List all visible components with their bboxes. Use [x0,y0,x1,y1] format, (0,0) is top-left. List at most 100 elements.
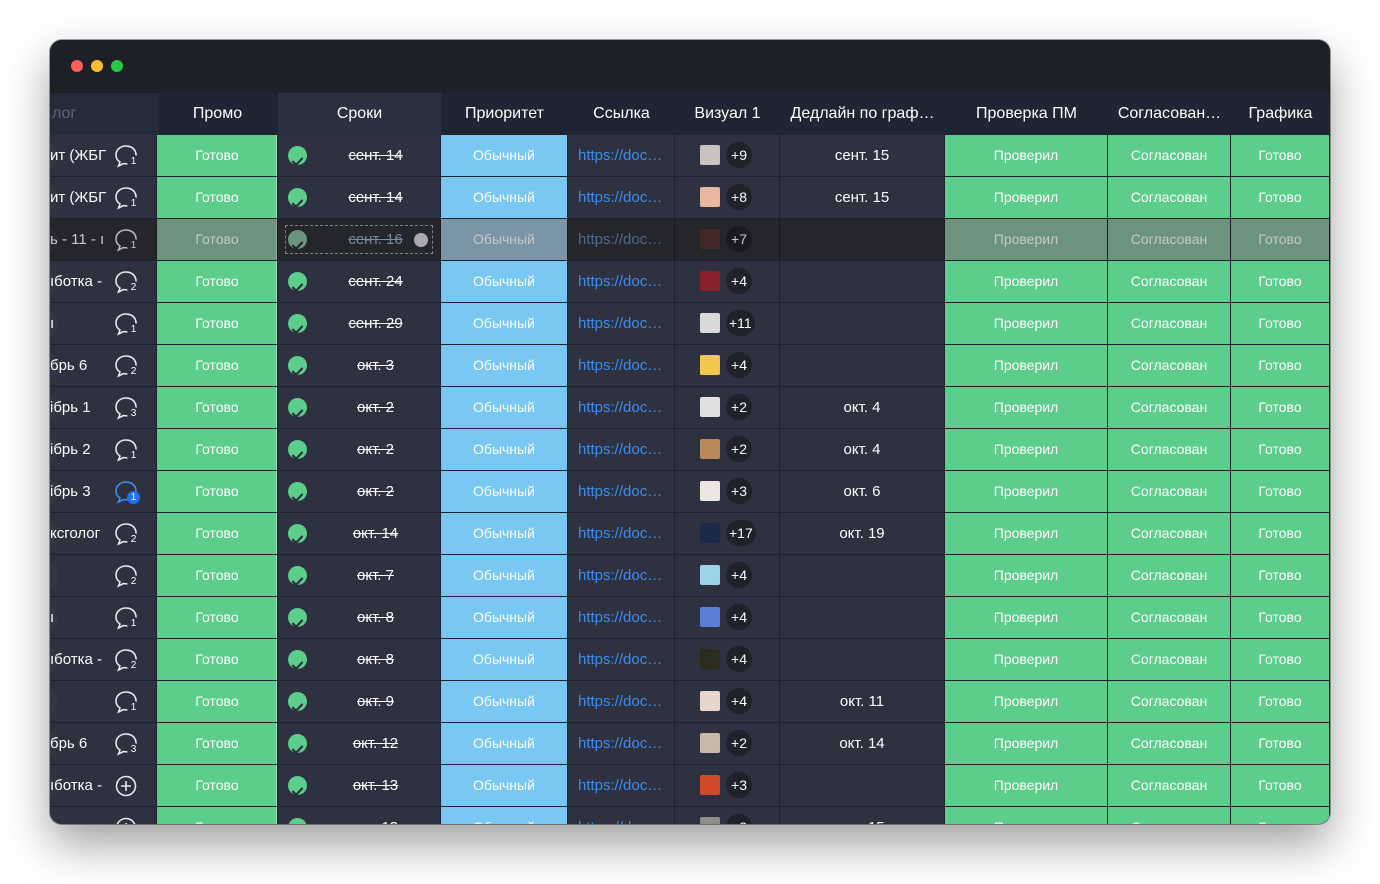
updates-button[interactable] [113,773,139,799]
table-row[interactable]: ібрь 2 1 Готово окт. 2 Обычный https://d… [50,429,1330,471]
priority-cell[interactable]: Обычный [441,177,568,218]
deadline-cell[interactable]: окт. 4 [780,387,945,428]
graphics-cell[interactable]: Готово [1231,135,1330,176]
column-header-deadline[interactable]: Дедлайн по граф… [790,105,935,122]
updates-button[interactable]: 1 [113,143,140,169]
link-cell[interactable]: https://doc… [568,765,675,806]
file-thumbnail[interactable] [700,691,720,711]
visual-cell[interactable]: +4 [675,681,780,722]
deadline-cell[interactable] [780,597,945,638]
graphics-cell[interactable]: Готово [1231,219,1330,260]
link-cell[interactable]: https://doc… [568,639,675,680]
graphics-cell[interactable]: Готово [1231,765,1330,806]
promo-status-cell[interactable]: Готово [157,471,278,512]
deadline-cell[interactable]: окт. 4 [780,429,945,470]
pm-check-cell[interactable]: Проверил [945,261,1108,302]
minimize-window-button[interactable] [91,60,103,72]
more-files-badge[interactable]: +2 [726,730,752,756]
deadline-cell[interactable]: сент. 15 [780,177,945,218]
link-cell[interactable]: https://doc… [568,807,675,824]
file-thumbnail[interactable] [700,817,720,824]
priority-cell[interactable]: Обычный [441,807,568,824]
table-row[interactable]: ıботка - Готово окт. 13 Обычный https://… [50,765,1330,807]
priority-cell[interactable]: Обычный [441,135,568,176]
deadline-cell[interactable] [780,765,945,806]
priority-cell[interactable]: Обычный [441,219,568,260]
pm-check-cell[interactable]: Проверил [945,597,1108,638]
item-name-cell[interactable]: 2 [50,555,157,596]
visual-cell[interactable]: +9 [675,135,780,176]
file-thumbnail[interactable] [700,397,720,417]
promo-status-cell[interactable]: Готово [157,723,278,764]
priority-cell[interactable]: Обычный [441,345,568,386]
item-name-cell[interactable]: ібрь 3 1 [50,471,157,512]
graphics-cell[interactable]: Готово [1231,387,1330,428]
graphics-cell[interactable]: Готово [1231,303,1330,344]
visual-cell[interactable]: +2 [675,429,780,470]
doc-link[interactable]: https://doc… [578,399,663,416]
updates-button[interactable]: 1 [113,227,140,253]
pm-check-cell[interactable]: Проверил [945,639,1108,680]
promo-status-cell[interactable]: Готово [157,765,278,806]
more-files-badge[interactable]: +11 [726,310,755,336]
timeline-cell[interactable]: окт. 14 [278,513,441,554]
link-cell[interactable]: https://doc… [568,471,675,512]
pm-check-cell[interactable]: Проверил [945,555,1108,596]
visual-cell[interactable]: +3 [675,765,780,806]
file-thumbnail[interactable] [700,565,720,585]
doc-link[interactable]: https://doc… [578,525,663,542]
priority-cell[interactable]: Обычный [441,387,568,428]
deadline-cell[interactable]: окт. 14 [780,723,945,764]
timeline-cell[interactable]: сент. 14 [278,177,441,218]
pm-check-cell[interactable]: Проверил [945,177,1108,218]
pm-check-cell[interactable]: Проверил [945,219,1108,260]
doc-link[interactable]: https://doc… [578,819,662,824]
item-name-cell[interactable]: брь 6 2 [50,345,157,386]
visual-cell[interactable]: +4 [675,261,780,302]
deadline-cell[interactable] [780,261,945,302]
file-thumbnail[interactable] [700,733,720,753]
approval-cell[interactable]: Согласован [1108,681,1231,722]
promo-status-cell[interactable]: Готово [157,261,278,302]
table-row[interactable]: ит (ЖБГ 1 Готово сент. 14 Обычный https:… [50,135,1330,177]
updates-button[interactable]: 1 [113,311,140,337]
item-name-cell[interactable]: ібрь 1 3 [50,387,157,428]
table-row[interactable]: 1 Готово окт. 9 Обычный https://doc… +4 … [50,681,1330,723]
graphics-cell[interactable]: Готово [1231,429,1330,470]
approval-cell[interactable]: Согласован [1108,135,1231,176]
table-row[interactable]: ı 1 Готово сент. 29 Обычный https://doc…… [50,303,1330,345]
deadline-cell[interactable] [780,303,945,344]
file-thumbnail[interactable] [700,355,720,375]
item-name-cell[interactable]: брь 6 3 [50,723,157,764]
file-thumbnail[interactable] [700,523,720,543]
approval-cell[interactable]: Согласован [1108,765,1231,806]
priority-cell[interactable]: Обычный [441,303,568,344]
timeline-cell[interactable]: окт. 8 [278,597,441,638]
pm-check-cell[interactable]: Проверил [945,681,1108,722]
updates-button[interactable]: 1 [113,605,140,631]
promo-status-cell[interactable]: Готово [157,219,278,260]
timeline-cell[interactable]: сент. 14 [278,135,441,176]
visual-cell[interactable]: +17 [675,513,780,554]
table-row[interactable]: ит (ЖБГ 1 Готово сент. 14 Обычный https:… [50,177,1330,219]
approval-cell[interactable]: Согласован [1108,261,1231,302]
column-header-approved[interactable]: Согласован… [1117,105,1222,122]
item-name-cell[interactable]: ıботка - [50,765,157,806]
timeline-cell[interactable]: окт. 8 [278,639,441,680]
column-header-link[interactable]: Ссылка [593,105,650,122]
table-row[interactable]: 2 Готово окт. 7 Обычный https://doc… +4 … [50,555,1330,597]
pm-check-cell[interactable]: Проверил [945,471,1108,512]
graphics-cell[interactable]: Готово [1231,513,1330,554]
doc-link[interactable]: https://doc… [578,567,663,584]
priority-cell[interactable]: Обычный [441,513,568,554]
pm-check-cell[interactable]: Проверил [945,723,1108,764]
approval-cell[interactable]: Согласован [1108,429,1231,470]
clear-date-icon[interactable] [414,233,428,255]
file-thumbnail[interactable] [700,229,720,249]
pm-check-cell[interactable]: Проверил [945,513,1108,554]
more-files-badge[interactable]: +2 [726,814,752,824]
approval-cell[interactable]: Согласован [1108,387,1231,428]
item-name-cell[interactable]: ıботка - 2 [50,261,157,302]
timeline-cell[interactable]: окт. 12 [278,723,441,764]
visual-cell[interactable]: +4 [675,597,780,638]
